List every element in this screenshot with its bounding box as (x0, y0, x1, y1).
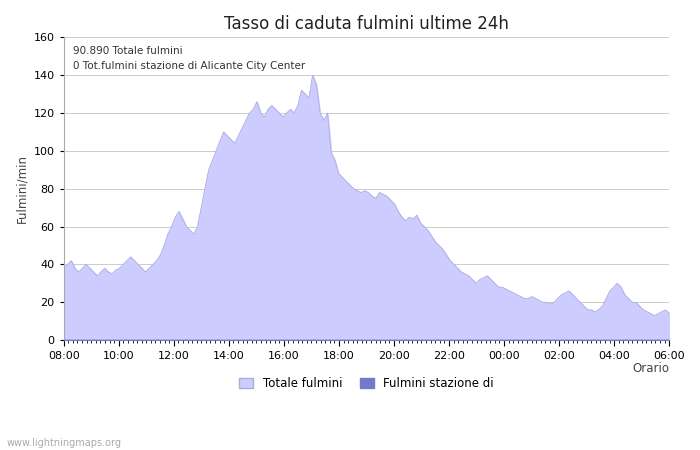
Y-axis label: Fulmini/min: Fulmini/min (15, 154, 28, 223)
Text: 90.890 Totale fulmini
0 Tot.fulmini stazione di Alicante City Center: 90.890 Totale fulmini 0 Tot.fulmini staz… (73, 46, 305, 71)
Legend: Totale fulmini, Fulmini stazione di: Totale fulmini, Fulmini stazione di (234, 372, 498, 395)
X-axis label: Orario: Orario (632, 362, 669, 375)
Title: Tasso di caduta fulmini ultime 24h: Tasso di caduta fulmini ultime 24h (224, 15, 509, 33)
Text: www.lightningmaps.org: www.lightningmaps.org (7, 438, 122, 448)
